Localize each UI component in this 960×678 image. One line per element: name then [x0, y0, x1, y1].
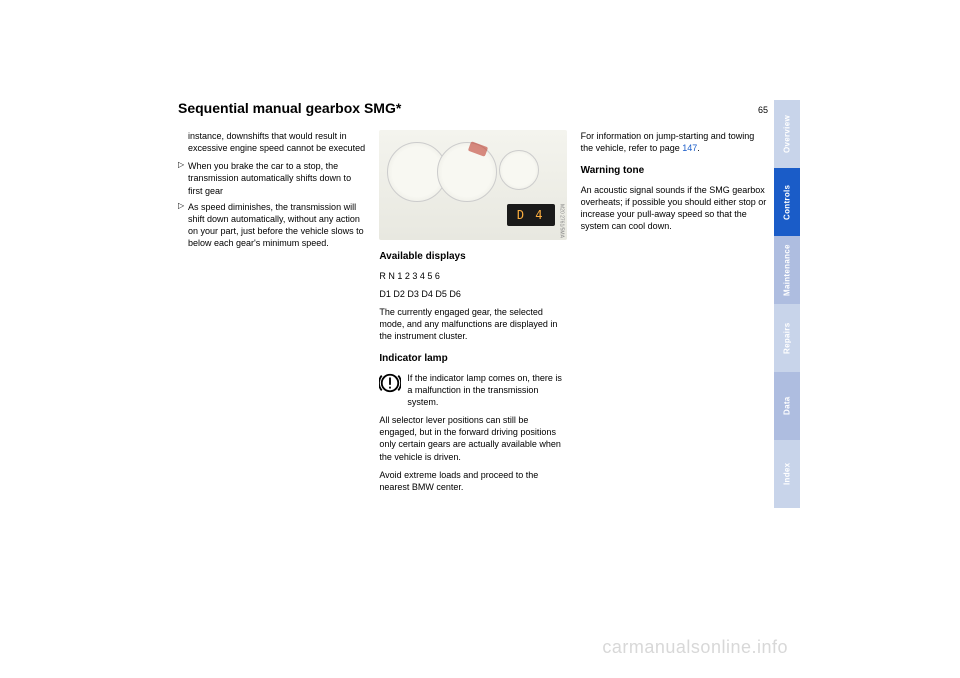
page-title: Sequential manual gearbox SMG*	[178, 100, 401, 116]
watermark: carmanualsonline.info	[602, 637, 788, 658]
tab-repairs[interactable]: Repairs	[774, 304, 800, 372]
warning-tone-heading: Warning tone	[581, 164, 768, 178]
bullet-text: As speed diminishes, the transmission wi…	[188, 201, 365, 250]
text-fragment: For information on jump-starting and tow…	[581, 131, 755, 153]
warning-lamp-icon	[379, 372, 401, 394]
instrument-cluster-image: D 4 M20 2761/5MA	[379, 130, 566, 240]
indicator-lamp-heading: Indicator lamp	[379, 352, 566, 366]
tab-overview[interactable]: Overview	[774, 100, 800, 168]
column-3: For information on jump-starting and tow…	[581, 130, 768, 499]
image-caption: M20 2761/5MA	[555, 132, 565, 238]
display-row: R N 1 2 3 4 5 6	[379, 270, 566, 282]
page-link-147[interactable]: 147	[682, 143, 697, 153]
sidebar-tabs: Overview Controls Maintenance Repairs Da…	[774, 100, 800, 508]
column-2: D 4 M20 2761/5MA Available displays R N …	[379, 130, 566, 499]
jump-start-paragraph: For information on jump-starting and tow…	[581, 130, 768, 154]
tab-index[interactable]: Index	[774, 440, 800, 508]
bullet-marker-icon: ▷	[178, 201, 188, 250]
bullet-text: When you brake the car to a stop, the tr…	[188, 160, 365, 196]
indicator-paragraph: Avoid extreme loads and proceed to the n…	[379, 469, 566, 493]
lead-text: instance, downshifts that would result i…	[178, 130, 365, 154]
indicator-paragraph: All selector lever positions can still b…	[379, 414, 566, 463]
bullet-item: ▷ When you brake the car to a stop, the …	[178, 160, 365, 196]
tab-data[interactable]: Data	[774, 372, 800, 440]
page-number: 65	[758, 105, 768, 115]
indicator-block: If the indicator lamp comes on, there is…	[379, 372, 566, 408]
available-description: The currently engaged gear, the selected…	[379, 306, 566, 342]
lcd-text: D 4	[517, 207, 545, 223]
tab-maintenance[interactable]: Maintenance	[774, 236, 800, 304]
warning-tone-text: An acoustic signal sounds if the SMG gea…	[581, 184, 768, 233]
column-1: instance, downshifts that would result i…	[178, 130, 365, 499]
indicator-text: If the indicator lamp comes on, there is…	[407, 372, 566, 408]
tab-controls[interactable]: Controls	[774, 168, 800, 236]
columns: instance, downshifts that would result i…	[178, 130, 768, 499]
gauge-icon	[437, 142, 497, 202]
bullet-item: ▷ As speed diminishes, the transmission …	[178, 201, 365, 250]
text-fragment: .	[697, 143, 700, 153]
bullet-marker-icon: ▷	[178, 160, 188, 196]
available-displays-heading: Available displays	[379, 250, 566, 264]
title-row: Sequential manual gearbox SMG* 65	[178, 100, 768, 116]
lcd-display: D 4	[507, 204, 555, 226]
gauge-icon	[499, 150, 539, 190]
page: Sequential manual gearbox SMG* 65 instan…	[0, 0, 960, 678]
display-row: D1 D2 D3 D4 D5 D6	[379, 288, 566, 300]
content-area: Sequential manual gearbox SMG* 65 instan…	[178, 100, 768, 600]
